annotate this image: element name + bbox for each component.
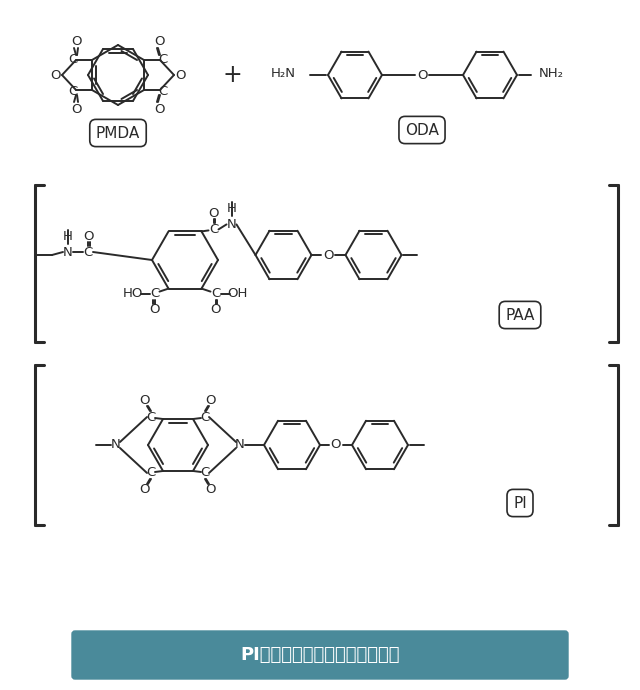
Text: +: + — [222, 63, 242, 87]
Text: C: C — [200, 411, 210, 424]
Text: N: N — [111, 439, 121, 451]
Text: O: O — [83, 230, 93, 242]
Text: C: C — [200, 466, 210, 480]
Text: H: H — [63, 230, 73, 242]
Text: PI树脂二步法的化学合成反应式: PI树脂二步法的化学合成反应式 — [240, 646, 400, 664]
Text: C: C — [147, 466, 156, 480]
Text: C: C — [158, 52, 168, 66]
Text: OH: OH — [227, 287, 248, 300]
Text: O: O — [155, 103, 165, 115]
Text: N: N — [63, 246, 73, 259]
Text: PAA: PAA — [506, 308, 534, 322]
Text: O: O — [176, 68, 186, 81]
Text: HO: HO — [122, 287, 143, 300]
Text: C: C — [68, 84, 77, 97]
FancyBboxPatch shape — [72, 631, 568, 679]
Text: C: C — [150, 287, 159, 300]
Text: NH₂: NH₂ — [539, 66, 564, 79]
Text: O: O — [140, 484, 150, 497]
Text: C: C — [211, 287, 220, 300]
Text: H: H — [227, 202, 236, 215]
Text: O: O — [331, 439, 341, 451]
Text: N: N — [235, 439, 245, 451]
Text: O: O — [211, 303, 221, 316]
Text: O: O — [140, 393, 150, 406]
Text: O: O — [205, 393, 216, 406]
Text: ODA: ODA — [405, 123, 439, 137]
Text: O: O — [205, 484, 216, 497]
Text: O: O — [417, 68, 428, 81]
Text: C: C — [209, 223, 218, 236]
Text: O: O — [149, 303, 160, 316]
Text: N: N — [227, 218, 236, 231]
Text: C: C — [83, 246, 93, 259]
Text: PMDA: PMDA — [96, 126, 140, 141]
Text: O: O — [208, 207, 219, 220]
Text: O: O — [71, 103, 81, 115]
Text: C: C — [158, 84, 168, 97]
Text: O: O — [71, 34, 81, 48]
Text: O: O — [50, 68, 60, 81]
Text: PI: PI — [513, 495, 527, 511]
Text: O: O — [323, 248, 333, 262]
Text: O: O — [155, 34, 165, 48]
Text: C: C — [68, 52, 77, 66]
Text: H₂N: H₂N — [271, 66, 296, 79]
Text: C: C — [147, 411, 156, 424]
